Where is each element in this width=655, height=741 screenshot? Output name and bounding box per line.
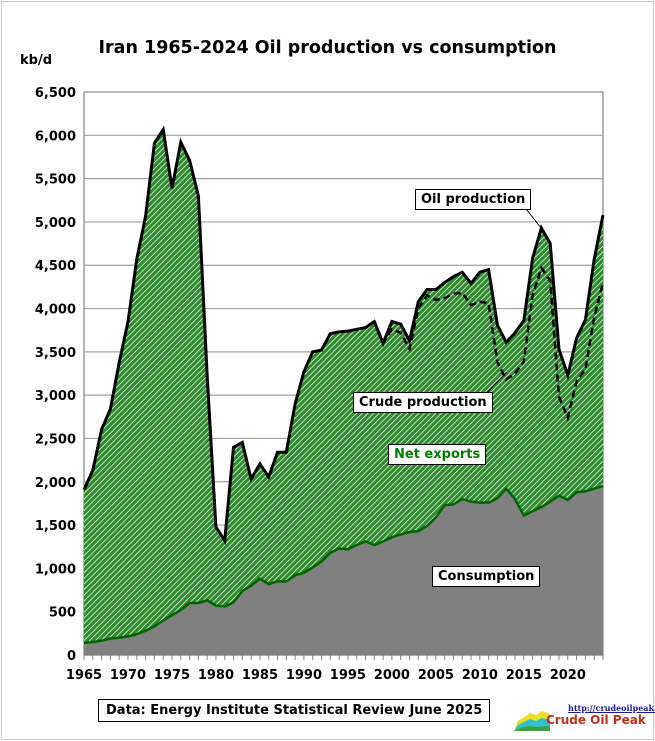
source-note: Data: Energy Institute Statistical Revie…: [98, 699, 491, 722]
y-tick-label: 5,000: [35, 216, 76, 231]
y-tick-label: 1,000: [35, 562, 76, 577]
logo-name: Crude Oil Peak: [546, 713, 646, 727]
y-axis-unit: kb/d: [20, 53, 53, 68]
x-tick-label: 2000: [374, 668, 410, 683]
y-tick-label: 1,500: [35, 519, 76, 534]
crude-production-label: Crude production: [353, 392, 493, 413]
x-tick-label: 2020: [550, 668, 586, 683]
y-tick-label: 5,500: [35, 173, 76, 188]
x-tick-label: 2015: [506, 668, 542, 683]
x-tick-label: 1980: [198, 668, 234, 683]
oil-production-label: Oil production: [415, 189, 532, 210]
consumption-label: Consumption: [432, 566, 541, 587]
logo-graphic-icon: [514, 711, 550, 731]
x-tick-label: 1985: [242, 668, 278, 683]
x-tick-label: 2005: [418, 668, 454, 683]
x-tick-label: 2010: [462, 668, 498, 683]
x-tick-label: 1995: [330, 668, 366, 683]
consumption-line: [83, 484, 604, 645]
y-tick-label: 0: [67, 649, 76, 664]
y-tick-label: 3,500: [35, 346, 76, 361]
oil-production-line: [82, 125, 605, 546]
crude-oil-peak-logo: http://crudeoilpeak.info Crude Oil Peak: [512, 703, 655, 731]
x-tick-label: 1990: [286, 668, 322, 683]
y-tick-label: 2,000: [35, 476, 76, 491]
y-tick-label: 3,000: [35, 389, 76, 404]
y-tick-label: 2,500: [35, 432, 76, 447]
net-exports-label: Net exports: [388, 444, 487, 465]
y-tick-label: 4,500: [35, 259, 76, 274]
y-tick-label: 4,000: [35, 303, 76, 318]
consumption-area: [84, 486, 603, 655]
x-tick-label: 1965: [66, 668, 102, 683]
x-tick-label: 1970: [110, 668, 146, 683]
y-tick-label: 6,500: [35, 86, 76, 101]
chart-title: Iran 1965-2024 Oil production vs consump…: [98, 38, 557, 58]
y-tick-label: 500: [49, 606, 76, 621]
x-tick-label: 1975: [154, 668, 190, 683]
logo-url-link[interactable]: http://crudeoilpeak.info: [568, 703, 655, 713]
y-tick-label: 6,000: [35, 129, 76, 144]
crude-production-line: [373, 264, 605, 422]
